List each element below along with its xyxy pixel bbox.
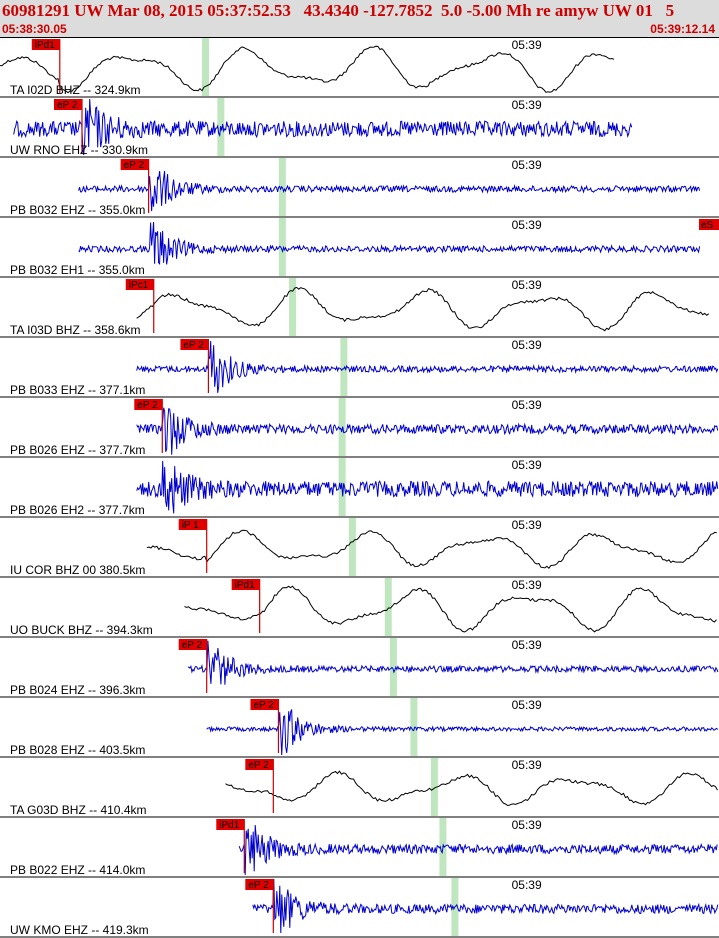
edge-s-flag bbox=[699, 219, 719, 230]
s-phase-marker bbox=[201, 38, 209, 96]
s-phase-marker bbox=[410, 698, 418, 756]
waveform-trace bbox=[136, 286, 709, 332]
p-pick-flag bbox=[31, 39, 60, 50]
waveform-trace bbox=[13, 98, 633, 156]
p-pick-flag bbox=[178, 519, 207, 530]
s-phase-marker bbox=[340, 338, 348, 396]
p-pick-flag bbox=[180, 339, 209, 350]
window-start-time: 05:38:30.05 bbox=[2, 22, 67, 36]
channel-label: PB B028 EHZ -- 403.5km bbox=[10, 743, 145, 757]
waveform-trace bbox=[146, 529, 718, 569]
event-title: 60981291 UW Mar 08, 2015 05:37:52.53 43.… bbox=[2, 1, 675, 20]
channel-label: UW RNO EHZ -- 330.9km bbox=[10, 143, 148, 157]
p-pick-label: eP 2 bbox=[253, 700, 274, 711]
minute-tick-label: 05:39 bbox=[512, 818, 542, 832]
p-pick-label: eP 2 bbox=[248, 760, 269, 771]
p-pick-label: iPc1 bbox=[129, 280, 149, 291]
waveform-trace bbox=[78, 221, 701, 265]
minute-tick-label: 05:39 bbox=[512, 638, 542, 652]
waveform-trace bbox=[0, 45, 615, 94]
channel-label: TA I02D BHZ -- 324.9km bbox=[10, 83, 140, 97]
p-pick-label: iPd1 bbox=[235, 580, 255, 591]
waveform-trace bbox=[206, 709, 719, 756]
p-pick-flag bbox=[53, 99, 82, 110]
waveform-trace bbox=[184, 585, 717, 633]
waveform-trace bbox=[136, 340, 719, 393]
minute-tick-label: 05:39 bbox=[512, 338, 542, 352]
minute-tick-label: 05:39 bbox=[512, 218, 542, 232]
channel-label: IU COR BHZ 00 380.5km bbox=[10, 563, 145, 577]
p-pick-label: eP 2 bbox=[182, 640, 203, 651]
p-pick-flag bbox=[125, 279, 154, 290]
minute-tick-label: 05:39 bbox=[512, 98, 542, 112]
p-pick-label: iPd1 bbox=[219, 820, 239, 831]
header-bar: 60981291 UW Mar 08, 2015 05:37:52.53 43.… bbox=[0, 0, 719, 37]
p-pick-flag bbox=[245, 879, 274, 890]
waveform-trace bbox=[78, 170, 701, 212]
s-phase-marker bbox=[348, 518, 356, 576]
p-pick-label: iP 1 bbox=[182, 520, 199, 531]
channel-label: TA I03D BHZ -- 358.6km bbox=[10, 323, 140, 337]
s-phase-marker bbox=[278, 218, 286, 276]
p-pick-flag bbox=[134, 399, 163, 410]
s-phase-marker bbox=[384, 578, 392, 636]
waveform-trace bbox=[252, 878, 719, 934]
s-phase-marker bbox=[289, 278, 297, 336]
minute-tick-label: 05:39 bbox=[512, 158, 542, 172]
p-pick-label: iPd1 bbox=[35, 40, 55, 51]
channel-label: TA G03D BHZ -- 410.4km bbox=[10, 803, 146, 817]
p-pick-label: eP 2 bbox=[57, 100, 78, 111]
channel-label: PB B022 EHZ -- 414.0km bbox=[10, 863, 145, 877]
p-pick-flag bbox=[245, 759, 274, 770]
waveform-trace bbox=[187, 640, 719, 685]
p-pick-label: eP 2 bbox=[137, 400, 158, 411]
minute-tick-label: 05:39 bbox=[512, 758, 542, 772]
minute-tick-label: 05:39 bbox=[512, 38, 542, 52]
p-pick-label: eP 2 bbox=[183, 340, 204, 351]
channel-label: PB B026 EH2 -- 377.7km bbox=[10, 503, 145, 517]
minute-tick-label: 05:39 bbox=[512, 398, 542, 412]
channel-label: UW KMO EHZ -- 419.3km bbox=[10, 923, 149, 937]
minute-tick-label: 05:39 bbox=[512, 698, 542, 712]
channel-label: PB B026 EHZ -- 377.7km bbox=[10, 443, 145, 457]
p-pick-flag bbox=[250, 699, 279, 710]
p-pick-flag bbox=[216, 819, 245, 830]
waveform-trace bbox=[136, 460, 719, 514]
channel-label: PB B032 EH1 -- 355.0km bbox=[10, 263, 145, 277]
waveform-trace bbox=[225, 770, 718, 807]
seismogram-record-section: iPd1 05:39 TA I02D BHZ -- 324.9km eP 2 05:39… bbox=[0, 37, 719, 938]
channel-label: PB B033 EHZ -- 377.1km bbox=[10, 383, 145, 397]
p-pick-flag bbox=[120, 159, 149, 170]
p-pick-label: eP 2 bbox=[124, 160, 145, 171]
edge-s-flag-label: eS bbox=[701, 220, 714, 231]
waveform-trace bbox=[238, 824, 718, 876]
minute-tick-label: 05:39 bbox=[512, 578, 542, 592]
waveform-trace bbox=[136, 407, 719, 455]
s-phase-marker bbox=[430, 758, 438, 816]
minute-tick-label: 05:39 bbox=[512, 878, 542, 892]
p-pick-label: eP 2 bbox=[248, 880, 269, 891]
channel-label: UO BUCK BHZ -- 394.3km bbox=[10, 623, 153, 637]
window-end-time: 05:39:12.14 bbox=[650, 22, 715, 36]
minute-tick-label: 05:39 bbox=[512, 518, 542, 532]
p-pick-flag bbox=[178, 639, 207, 650]
minute-tick-label: 05:39 bbox=[512, 458, 542, 472]
minute-tick-label: 05:39 bbox=[512, 278, 542, 292]
channel-label: PB B032 EHZ -- 355.0km bbox=[10, 203, 145, 217]
channel-label: PB B024 EHZ -- 396.3km bbox=[10, 683, 145, 697]
p-pick-flag bbox=[231, 579, 260, 590]
s-phase-marker bbox=[389, 638, 397, 696]
